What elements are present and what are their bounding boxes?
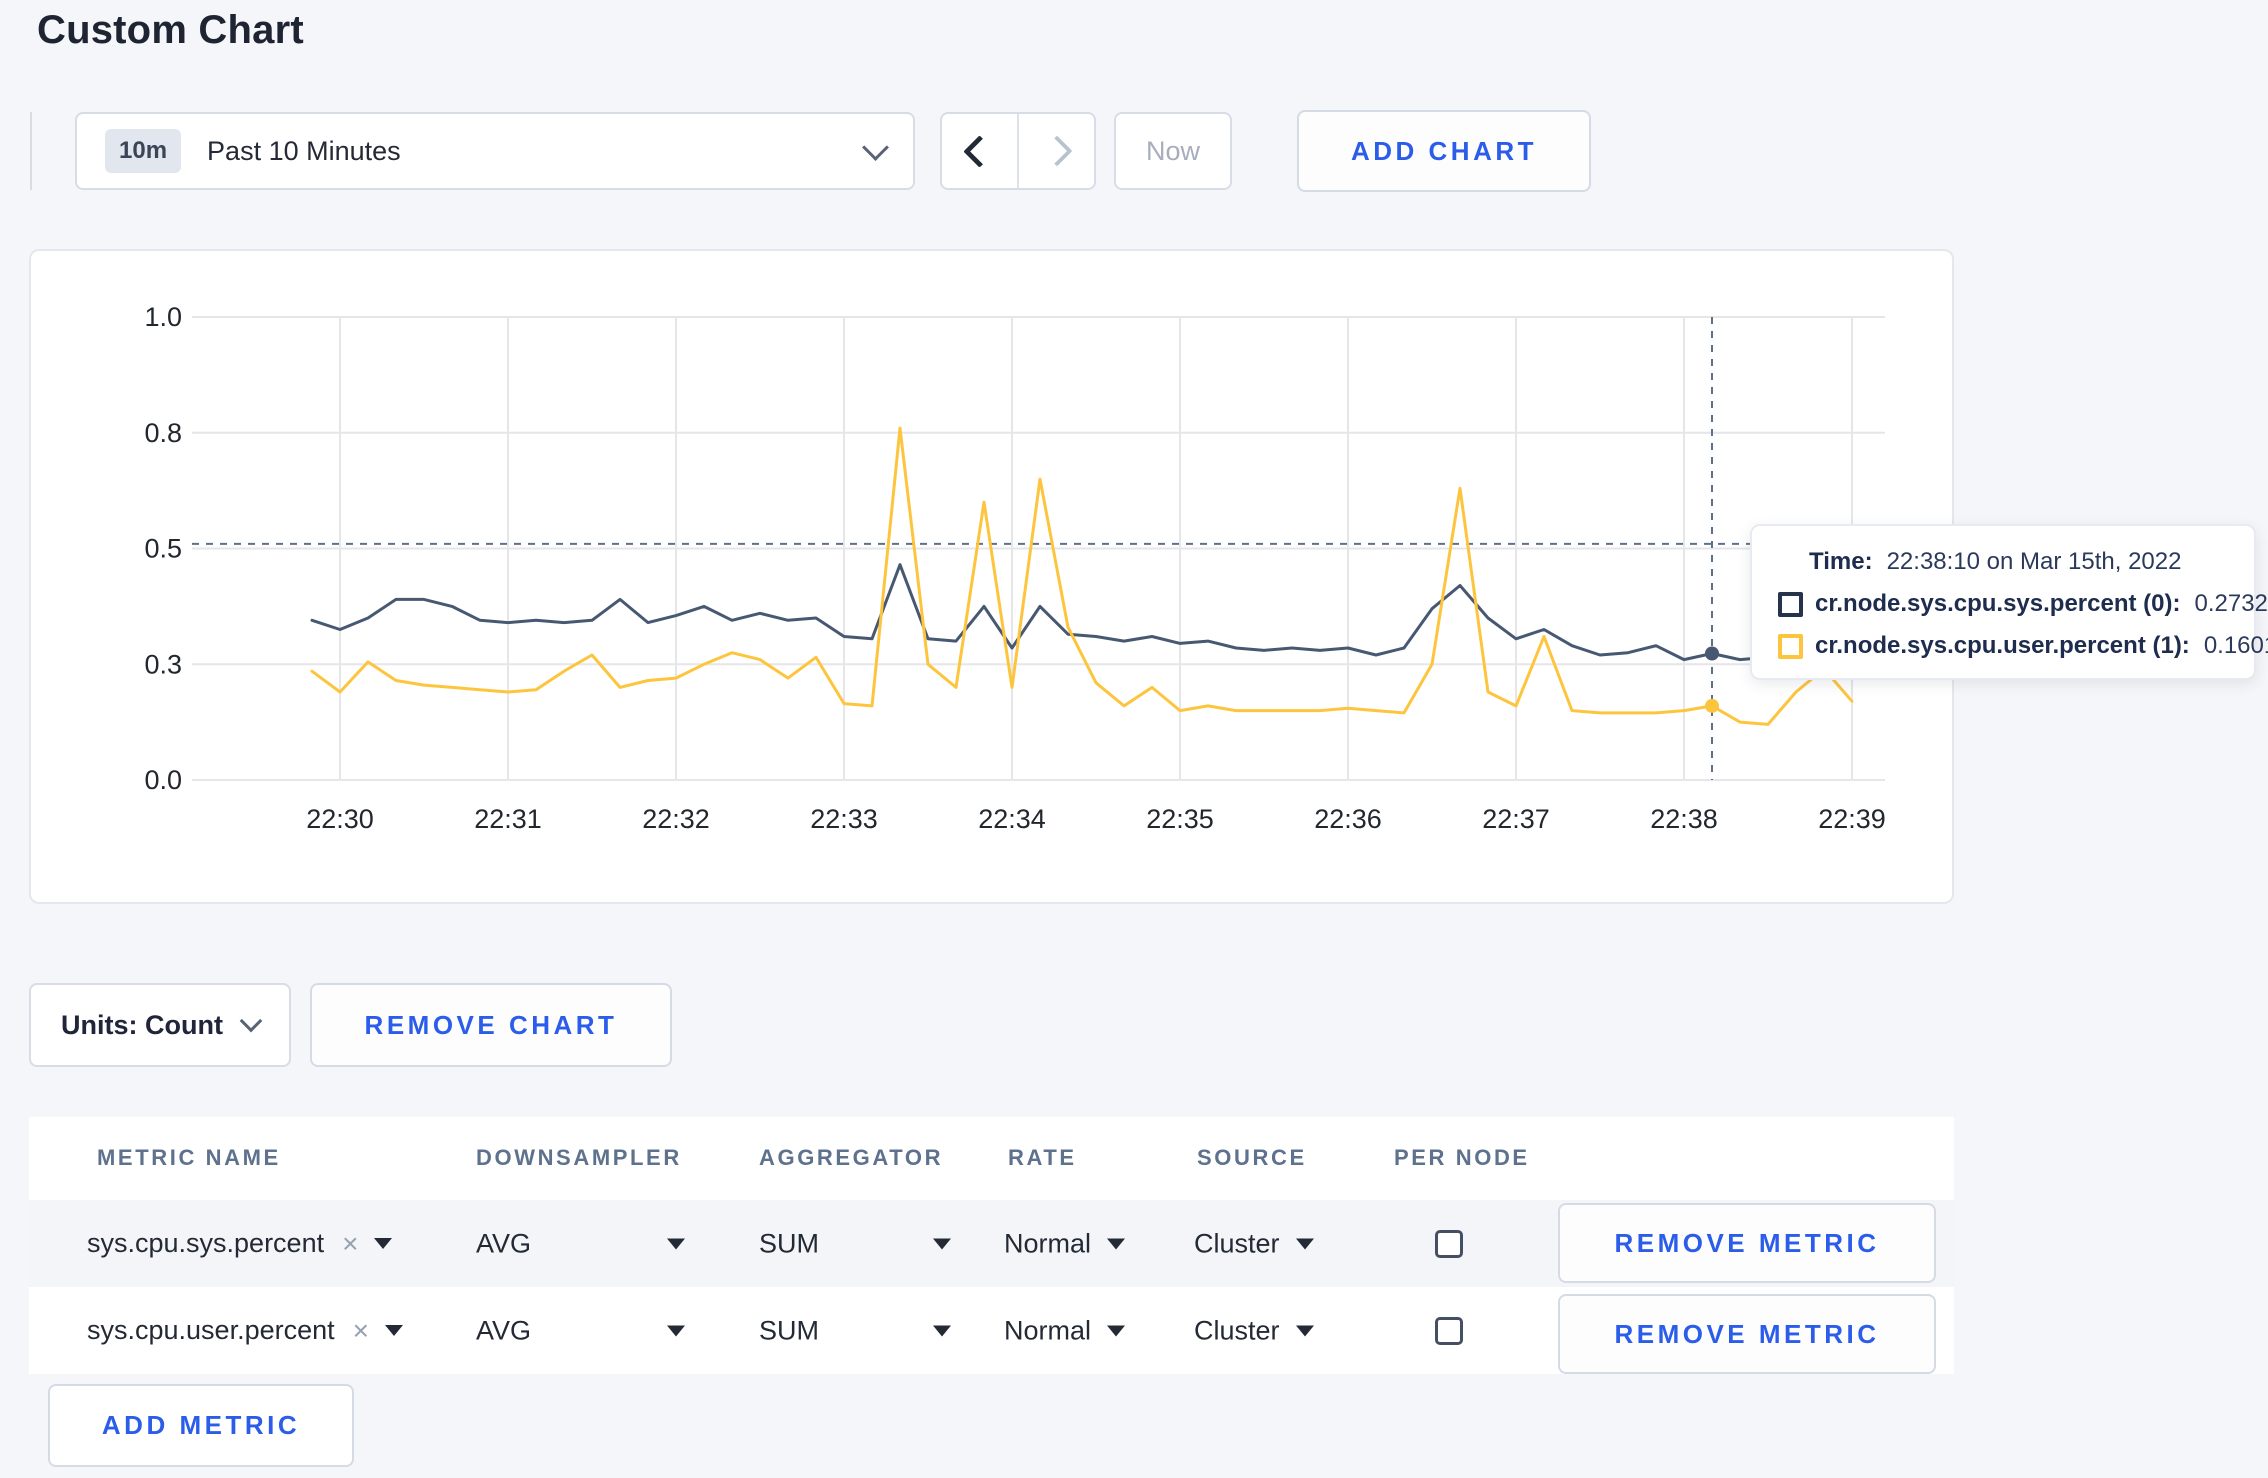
rate-select[interactable]: Normal bbox=[1004, 1228, 1126, 1259]
downsampler-select[interactable]: AVG bbox=[476, 1315, 532, 1345]
now-button[interactable]: Now bbox=[1114, 112, 1232, 190]
chart-tooltip: Time: 22:38:10 on Mar 15th, 2022 cr.node… bbox=[1750, 524, 2268, 680]
svg-text:22:36: 22:36 bbox=[1314, 804, 1382, 834]
caret-down-icon bbox=[1295, 1325, 1314, 1336]
caret-down-icon[interactable] bbox=[933, 1238, 951, 1249]
svg-text:0.8: 0.8 bbox=[144, 418, 182, 448]
aggregator-select[interactable]: SUM bbox=[759, 1228, 819, 1258]
tooltip-series-name: cr.node.sys.cpu.user.percent (1): bbox=[1815, 632, 2190, 659]
col-header-source: SOURCE bbox=[1197, 1145, 1307, 1170]
source-select[interactable]: Cluster bbox=[1194, 1228, 1314, 1259]
svg-text:22:39: 22:39 bbox=[1818, 804, 1886, 834]
svg-text:0.3: 0.3 bbox=[144, 649, 182, 679]
remove-metric-button[interactable]: REMOVE METRIC bbox=[1558, 1203, 1936, 1283]
sys-series-swatch-icon bbox=[1778, 591, 1803, 617]
svg-text:22:33: 22:33 bbox=[810, 804, 878, 834]
aggregator-select[interactable]: SUM bbox=[759, 1315, 819, 1345]
downsampler-select[interactable]: AVG bbox=[476, 1228, 532, 1258]
units-select[interactable]: Units: Count bbox=[29, 983, 291, 1067]
remove-metric-x-icon[interactable]: × bbox=[352, 1314, 369, 1346]
caret-down-icon bbox=[1295, 1238, 1314, 1249]
svg-text:0.5: 0.5 bbox=[144, 534, 182, 564]
time-forward-button[interactable] bbox=[1017, 114, 1094, 188]
add-chart-button[interactable]: ADD CHART bbox=[1297, 110, 1591, 192]
user-series-swatch-icon bbox=[1778, 633, 1803, 659]
chevron-down-icon bbox=[239, 1009, 263, 1033]
units-label: Units: Count bbox=[61, 1009, 223, 1040]
chart-panel: 0.0 0.3 0.5 0.8 1.0 22:30 22:31 22:32 22:33 22:34… bbox=[29, 249, 1954, 904]
col-header-metric-name: METRIC NAME bbox=[97, 1145, 281, 1170]
remove-metric-x-icon[interactable]: × bbox=[342, 1227, 359, 1259]
caret-down-icon bbox=[374, 1238, 393, 1249]
toolbar-divider bbox=[30, 112, 32, 190]
col-header-downsampler: DOWNSAMPLER bbox=[476, 1145, 682, 1170]
svg-text:22:38: 22:38 bbox=[1650, 804, 1718, 834]
svg-text:1.0: 1.0 bbox=[144, 302, 182, 332]
rate-select[interactable]: Normal bbox=[1004, 1315, 1126, 1346]
svg-text:22:34: 22:34 bbox=[978, 804, 1046, 834]
time-window-badge: 10m bbox=[105, 129, 182, 173]
caret-down-icon bbox=[385, 1325, 403, 1336]
col-header-aggregator: AGGREGATOR bbox=[759, 1145, 944, 1170]
timeseries-chart[interactable]: 0.0 0.3 0.5 0.8 1.0 22:30 22:31 22:32 22:33 22:34… bbox=[31, 251, 1952, 902]
tooltip-series-value: 0.2732 bbox=[2194, 590, 2268, 617]
metrics-table-header: METRIC NAME DOWNSAMPLER AGGREGATOR RATE … bbox=[29, 1117, 1954, 1200]
metric-name-select[interactable]: sys.cpu.user.percent × bbox=[87, 1315, 403, 1347]
table-row: sys.cpu.user.percent × AVG SUM Normal Cl… bbox=[29, 1287, 1954, 1374]
caret-down-icon[interactable] bbox=[933, 1325, 951, 1336]
remove-chart-button[interactable]: REMOVE CHART bbox=[310, 983, 672, 1067]
time-window-label: Past 10 Minutes bbox=[207, 135, 401, 166]
time-window-select[interactable]: 10m Past 10 Minutes bbox=[75, 112, 915, 190]
chevron-left-icon bbox=[963, 134, 996, 168]
per-node-checkbox[interactable] bbox=[1435, 1316, 1463, 1345]
chevron-right-icon bbox=[1040, 135, 1073, 167]
caret-down-icon bbox=[1107, 1325, 1126, 1336]
remove-metric-button[interactable]: REMOVE METRIC bbox=[1558, 1294, 1936, 1374]
page-title: Custom Chart bbox=[37, 8, 304, 52]
chevron-down-icon bbox=[862, 133, 889, 161]
source-select[interactable]: Cluster bbox=[1194, 1315, 1314, 1346]
svg-text:22:30: 22:30 bbox=[306, 804, 374, 834]
tooltip-series-value: 0.1601 bbox=[2203, 632, 2268, 659]
svg-text:22:31: 22:31 bbox=[474, 804, 542, 834]
per-node-checkbox[interactable] bbox=[1435, 1229, 1463, 1258]
caret-down-icon[interactable] bbox=[667, 1325, 685, 1336]
tooltip-series-name: cr.node.sys.cpu.sys.percent (0): bbox=[1815, 590, 2181, 617]
caret-down-icon bbox=[1107, 1238, 1126, 1249]
add-metric-button[interactable]: ADD METRIC bbox=[48, 1384, 354, 1467]
caret-down-icon[interactable] bbox=[667, 1238, 685, 1249]
table-row: sys.cpu.sys.percent × AVG SUM Normal Clu… bbox=[29, 1200, 1954, 1287]
svg-text:22:37: 22:37 bbox=[1482, 804, 1550, 834]
time-back-button[interactable] bbox=[942, 114, 1017, 188]
metric-name-select[interactable]: sys.cpu.sys.percent × bbox=[87, 1227, 393, 1260]
svg-text:0.0: 0.0 bbox=[144, 765, 182, 795]
tooltip-time-label: Time: bbox=[1809, 548, 1873, 575]
col-header-per-node: PER NODE bbox=[1394, 1145, 1530, 1170]
metrics-table: METRIC NAME DOWNSAMPLER AGGREGATOR RATE … bbox=[29, 1117, 1954, 1374]
tooltip-time-value: 22:38:10 on Mar 15th, 2022 bbox=[1886, 548, 2182, 575]
time-nav-group bbox=[940, 112, 1096, 190]
svg-text:22:32: 22:32 bbox=[642, 804, 710, 834]
col-header-rate: RATE bbox=[1008, 1145, 1077, 1170]
svg-text:22:35: 22:35 bbox=[1146, 804, 1214, 834]
